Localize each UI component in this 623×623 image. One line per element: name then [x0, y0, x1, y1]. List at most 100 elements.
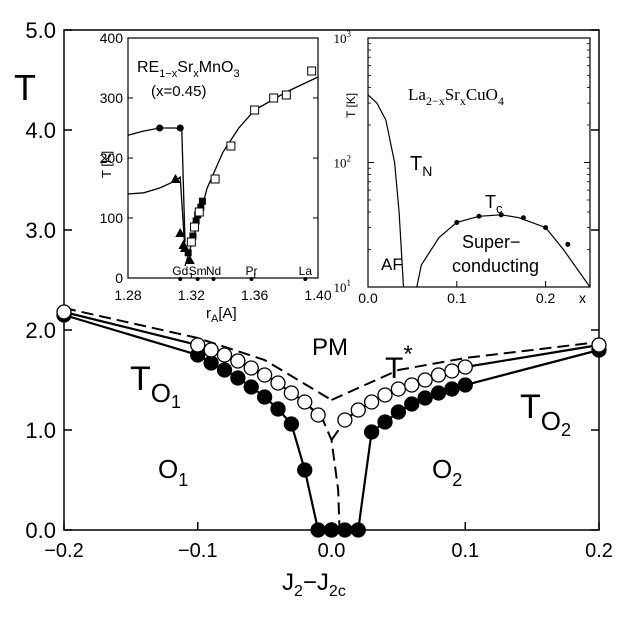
inset-right-y-tick-label: 101 — [334, 278, 352, 295]
inset-left-plot: 0 100 200 300 400 1.28 1.32 1.36 1.40 Gd Sm Nd Pr L… — [99, 30, 332, 325]
inset-right-y-tick-labels: 101 102 103 — [334, 29, 352, 295]
element-marker — [303, 277, 308, 281]
main-open-point — [417, 372, 433, 388]
main-filled-point — [256, 389, 273, 405]
main-series-line — [63, 307, 333, 401]
main-y-tick-label: 2.0 — [25, 318, 56, 343]
main-filled-point — [270, 401, 286, 417]
tn-label: TN — [410, 153, 432, 179]
main-filled-point — [417, 390, 433, 406]
main-filled-point — [337, 522, 353, 538]
main-x-tick-label: −0.1 — [178, 540, 217, 562]
main-series-line — [331, 341, 600, 401]
tc-point — [565, 241, 571, 247]
main-open-point — [404, 377, 420, 393]
main-y-tick-label: 1.0 — [25, 418, 56, 443]
inset-left-triangle-point — [170, 174, 181, 183]
main-open-point — [256, 367, 273, 383]
main-open-point — [310, 407, 326, 423]
inset-left-filled-square — [184, 249, 192, 257]
main-open-point — [444, 363, 460, 379]
tc-point — [454, 219, 460, 225]
inset-right-frame — [367, 37, 591, 288]
inset-left-filled-square — [197, 203, 205, 211]
main-filled-point — [430, 385, 447, 401]
inset-left-y-tick-label: 400 — [100, 30, 124, 46]
main-filled-point — [297, 462, 313, 478]
main-open-point — [283, 385, 300, 401]
main-open-point — [430, 367, 447, 383]
inset-left-triangle-point — [175, 228, 186, 237]
main-open-point — [230, 353, 246, 369]
main-open-point — [591, 337, 607, 353]
inset-left-curve — [127, 127, 186, 243]
main-filled-point — [203, 355, 219, 371]
element-marker — [195, 277, 200, 281]
element-label: Sm — [189, 264, 207, 278]
main-filled-point — [444, 381, 460, 397]
main-x-tick-labels: −0.2 −0.1 0.0 0.1 0.2 — [44, 540, 613, 562]
inset-left-x-tick-label: 1.36 — [241, 287, 268, 303]
inset-left-curve — [127, 175, 186, 252]
inset-right-y-tick-label: 103 — [334, 29, 352, 46]
inset-right-y-label: T [K] — [344, 93, 358, 118]
main-y-label: T — [14, 67, 36, 108]
main-series-line — [331, 348, 600, 532]
main-filled-point — [350, 522, 366, 538]
inset-left-circle-point — [156, 124, 164, 132]
inset-left-ticks — [127, 37, 319, 279]
tc-point — [543, 225, 549, 231]
inset-left-y-tick-label: 300 — [100, 90, 124, 106]
main-x-tick-label: 0.1 — [451, 540, 479, 562]
inset-left-x-label: rA[A] — [206, 305, 237, 325]
main-open-point — [457, 359, 473, 375]
element-label: Gd — [172, 264, 188, 278]
inset-left-x-tick-label: 1.28 — [114, 287, 141, 303]
inset-left-open-square — [194, 207, 204, 217]
inset-right-title: La2−xSrxCuO4 — [408, 85, 504, 108]
to1-label: TO1 — [130, 360, 181, 412]
main-open-point — [350, 402, 366, 418]
main-open-point — [203, 342, 219, 358]
element-marker — [178, 277, 183, 281]
superconducting-label-1: Super− — [462, 232, 521, 252]
tc-point — [498, 212, 504, 218]
inset-right-x-tick-label: 0.0 — [358, 290, 378, 306]
inset-left-open-square — [269, 93, 279, 103]
main-y-tick-label: 4.0 — [25, 118, 56, 143]
tc-label: Tc — [485, 192, 503, 216]
tc-point — [476, 213, 482, 219]
inset-right-ticks — [367, 37, 590, 288]
main-y-tick-label: 5.0 — [25, 18, 56, 43]
af-label: AF — [381, 255, 403, 274]
inset-right-x-tick-label: 0.1 — [447, 290, 467, 306]
main-open-point — [297, 394, 313, 410]
inset-left-y-tick-label: 200 — [100, 150, 124, 166]
main-plot: 0.0 1.0 2.0 3.0 4.0 5.0 −0.2 −0.1 0.0 0.1 0.2 T J… — [14, 18, 613, 600]
main-y-tick-label: 3.0 — [25, 218, 56, 243]
main-filled-point — [310, 522, 326, 538]
element-label: La — [299, 264, 313, 278]
main-filled-point — [457, 377, 473, 393]
main-filled-point — [363, 424, 380, 440]
inset-left-title: RE1−xSrxMnO3 — [137, 59, 240, 80]
main-filled-point — [404, 396, 420, 412]
inset-left-element-labels: Gd Sm Nd Pr La — [172, 264, 312, 281]
inset-left-filled-square — [189, 232, 197, 240]
inset-left-open-square — [186, 237, 196, 247]
tn-curve — [367, 94, 405, 288]
inset-right-x-tick-label: 0.2 — [536, 290, 556, 306]
inset-left-filled-square — [198, 197, 206, 205]
inset-left-open-square — [190, 222, 199, 232]
inset-right-y-tick-label: 102 — [334, 154, 352, 171]
inset-left-open-square — [210, 174, 220, 184]
main-y-tick-labels: 0.0 1.0 2.0 3.0 4.0 5.0 — [25, 18, 56, 543]
main-filled-point — [283, 416, 300, 432]
main-y-tick-label: 0.0 — [25, 518, 56, 543]
main-series — [56, 304, 607, 538]
inset-left-y-label: T [K] — [99, 151, 114, 178]
inset-left-series — [127, 66, 319, 267]
element-label: Pr — [246, 264, 258, 278]
main-filled-point — [243, 379, 259, 395]
